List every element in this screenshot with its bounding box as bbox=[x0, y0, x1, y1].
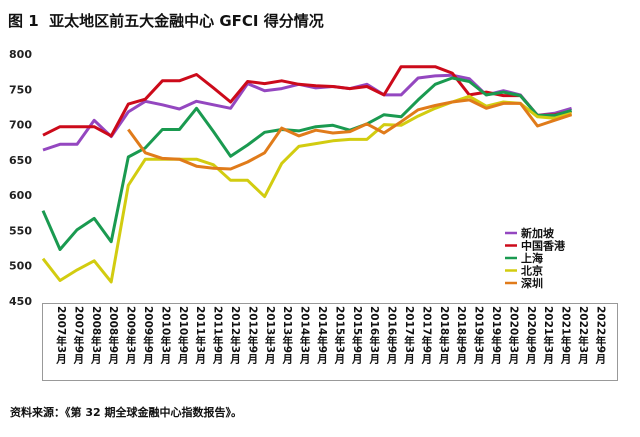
x-tick-label: 2020年3月 bbox=[507, 306, 520, 364]
x-axis-label-box bbox=[42, 303, 618, 381]
x-tick-label: 2014年9月 bbox=[316, 306, 328, 364]
x-tick-label: 2022年9月 bbox=[594, 306, 607, 364]
x-tick-label: 2021年3月 bbox=[542, 306, 555, 364]
y-tick-label: 500 bbox=[9, 260, 32, 273]
x-tick-label: 2021年9月 bbox=[559, 306, 572, 364]
series-line-2 bbox=[41, 76, 573, 251]
x-tick-label: 2010年9月 bbox=[176, 306, 189, 364]
y-tick-label: 600 bbox=[9, 189, 32, 202]
x-tick-label: 2007年9月 bbox=[72, 306, 85, 364]
x-tick-label: 2012年3月 bbox=[229, 306, 241, 364]
x-tick-label: 2008年9月 bbox=[107, 306, 120, 364]
x-tick-label: 2019年9月 bbox=[490, 306, 502, 364]
x-tick-label: 2013年9月 bbox=[281, 306, 294, 364]
x-tick-label: 2022年3月 bbox=[577, 306, 589, 364]
x-tick-label: 2016年3月 bbox=[368, 306, 381, 364]
x-tick-label: 2011年3月 bbox=[194, 306, 207, 364]
y-tick-label: 700 bbox=[9, 119, 32, 132]
x-tick-label: 2015年9月 bbox=[350, 306, 363, 364]
y-tick-label: 750 bbox=[9, 83, 32, 96]
legend-label: 北京 bbox=[521, 264, 543, 278]
y-tick-label: 450 bbox=[9, 295, 32, 308]
x-tick-label: 2012年9月 bbox=[246, 306, 259, 364]
x-tick-label: 2014年3月 bbox=[298, 306, 311, 364]
x-tick-label: 2007年3月 bbox=[55, 306, 67, 364]
series-line-4 bbox=[127, 98, 573, 171]
legend-label: 深圳 bbox=[521, 276, 543, 290]
source-note: 资料来源：《第 32 期全球金融中心指数报告》。 bbox=[10, 406, 242, 419]
x-tick-label: 2016年9月 bbox=[385, 306, 398, 364]
y-tick-label: 800 bbox=[9, 48, 32, 61]
x-tick-label: 2013年3月 bbox=[263, 306, 276, 364]
series-line-1 bbox=[42, 65, 572, 138]
x-tick-label: 2008年3月 bbox=[89, 306, 102, 364]
legend-label: 新加坡 bbox=[521, 226, 555, 240]
x-tick-label: 2018年3月 bbox=[437, 306, 450, 364]
x-tick-label: 2009年9月 bbox=[142, 306, 154, 364]
x-tick-label: 2011年9月 bbox=[211, 306, 224, 364]
chart-title: 图 1 亚太地区前五大金融中心 GFCI 得分情况 bbox=[8, 12, 324, 30]
series-line-3 bbox=[41, 94, 573, 284]
x-tick-label: 2019年3月 bbox=[472, 306, 485, 364]
legend-label: 上海 bbox=[521, 251, 543, 265]
legend-label: 中国香港 bbox=[521, 239, 566, 253]
x-tick-label: 2018年9月 bbox=[455, 306, 468, 364]
x-tick-label: 2017年3月 bbox=[403, 306, 415, 364]
x-tick-label: 2010年3月 bbox=[159, 306, 172, 364]
y-tick-label: 550 bbox=[9, 224, 32, 237]
x-tick-label: 2009年3月 bbox=[124, 306, 137, 364]
x-tick-label: 2017年9月 bbox=[420, 306, 433, 364]
y-tick-label: 650 bbox=[9, 154, 32, 167]
x-tick-label: 2015年3月 bbox=[333, 306, 346, 364]
x-tick-label: 2020年9月 bbox=[524, 306, 537, 364]
